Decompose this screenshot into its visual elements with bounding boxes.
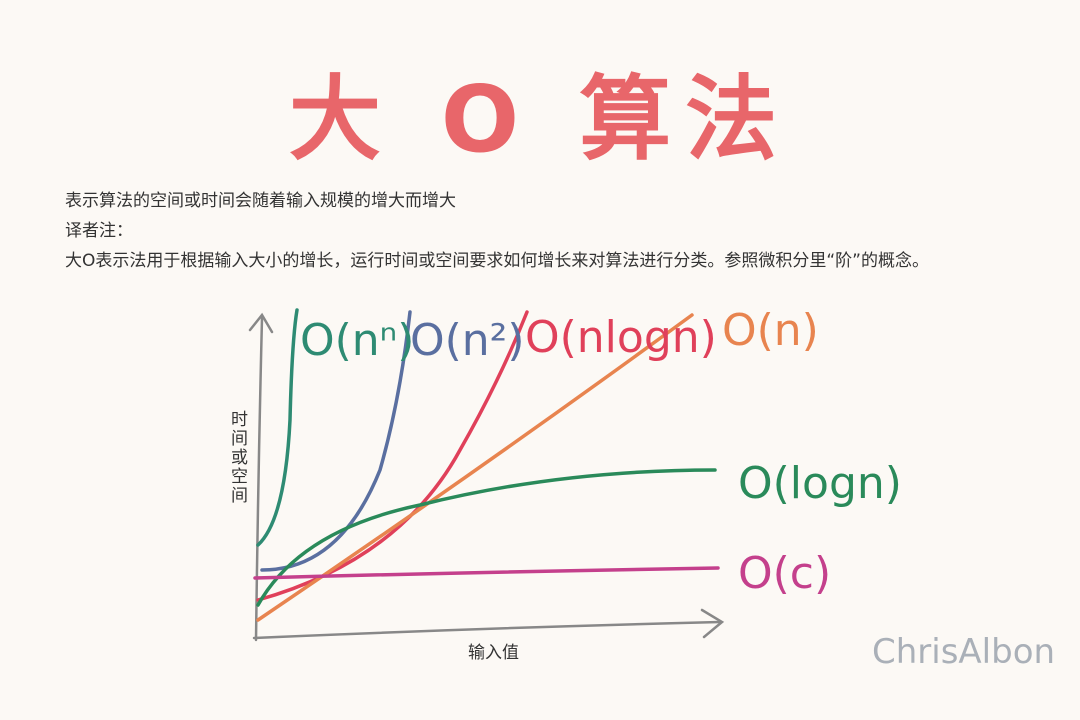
curve [256, 308, 299, 547]
curve-label: O(n) [722, 305, 819, 356]
curve [256, 313, 694, 622]
description-line: 译者注： [65, 221, 133, 241]
curve-label: O(logn) [738, 458, 902, 509]
curve-label: O(c) [738, 548, 831, 599]
description: 表示算法的空间或时间会随着输入规模的增大而增大 译者注： 大O表示法用于根据输入… [65, 186, 1040, 276]
signature: ChrisAlbon [872, 632, 1056, 672]
curve [256, 468, 717, 607]
x-axis-label: 输入值 [468, 643, 519, 663]
description-line: 表示算法的空间或时间会随着输入规模的增大而增大 [65, 191, 456, 211]
axes [248, 312, 725, 642]
curve-label: O(nⁿ) [300, 315, 414, 366]
curve-label: O(n²) [410, 315, 525, 366]
curves [253, 308, 720, 622]
y-axis-label: 时间或空间 [227, 410, 247, 505]
description-line: 大O表示法用于根据输入大小的增长，运行时间或空间要求如何增长来对算法进行分类。参… [65, 251, 929, 271]
title: 大 O 算法 [288, 66, 792, 173]
curve-label: O(nlogn) [525, 312, 717, 363]
curve [253, 566, 720, 580]
curve [260, 310, 412, 572]
